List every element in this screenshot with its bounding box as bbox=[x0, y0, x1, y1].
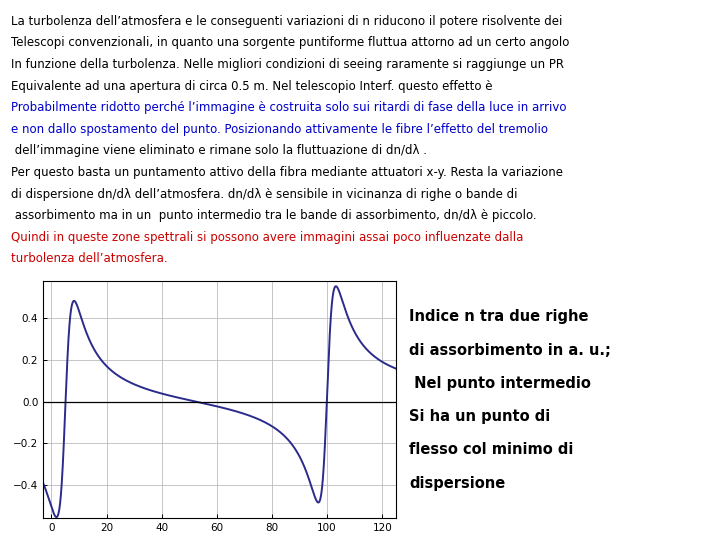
Text: Indice n tra due righe: Indice n tra due righe bbox=[410, 309, 589, 325]
Text: dell’immagine viene eliminato e rimane solo la fluttuazione di dn/dλ .: dell’immagine viene eliminato e rimane s… bbox=[11, 144, 427, 158]
Text: Per questo basta un puntamento attivo della fibra mediante attuatori x-y. Resta : Per questo basta un puntamento attivo de… bbox=[11, 166, 563, 179]
Text: turbolenza dell’atmosfera.: turbolenza dell’atmosfera. bbox=[11, 252, 167, 266]
Text: flesso col minimo di: flesso col minimo di bbox=[410, 442, 574, 457]
Text: La turbolenza dell’atmosfera e le conseguenti variazioni di n riducono il potere: La turbolenza dell’atmosfera e le conseg… bbox=[11, 15, 562, 28]
Text: Nel punto intermedio: Nel punto intermedio bbox=[410, 376, 591, 391]
Text: assorbimento ma in un  punto intermedio tra le bande di assorbimento, dn/dλ è pi: assorbimento ma in un punto intermedio t… bbox=[11, 209, 536, 222]
Text: Telescopi convenzionali, in quanto una sorgente puntiforme fluttua attorno ad un: Telescopi convenzionali, in quanto una s… bbox=[11, 36, 569, 50]
Text: e non dallo spostamento del punto. Posizionando attivamente le fibre l’effetto d: e non dallo spostamento del punto. Posiz… bbox=[11, 123, 548, 136]
Text: Probabilmente ridotto perché l’immagine è costruita solo sui ritardi di fase del: Probabilmente ridotto perché l’immagine … bbox=[11, 102, 566, 114]
Text: di dispersione dn/dλ dell’atmosfera. dn/dλ è sensibile in vicinanza di righe o b: di dispersione dn/dλ dell’atmosfera. dn/… bbox=[11, 187, 517, 201]
Text: Si ha un punto di: Si ha un punto di bbox=[410, 409, 551, 424]
Text: di assorbimento in a. u.;: di assorbimento in a. u.; bbox=[410, 342, 611, 357]
Text: In funzione della turbolenza. Nelle migliori condizioni di seeing raramente si r: In funzione della turbolenza. Nelle migl… bbox=[11, 58, 564, 71]
Text: Quindi in queste zone spettrali si possono avere immagini assai poco influenzate: Quindi in queste zone spettrali si posso… bbox=[11, 231, 523, 244]
Text: dispersione: dispersione bbox=[410, 476, 505, 491]
Text: Equivalente ad una apertura di circa 0.5 m. Nel telescopio Interf. questo effett: Equivalente ad una apertura di circa 0.5… bbox=[11, 79, 492, 93]
